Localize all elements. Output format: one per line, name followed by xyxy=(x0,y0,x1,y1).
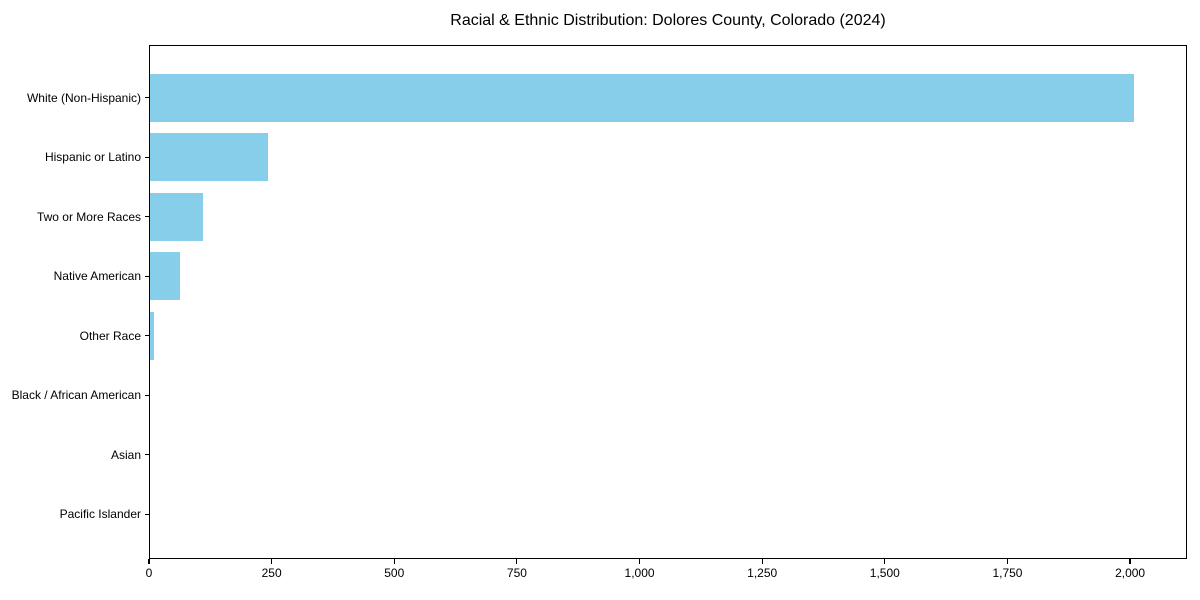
x-tick xyxy=(393,559,395,564)
y-axis-label: Pacific Islander xyxy=(59,507,141,522)
x-tick xyxy=(761,559,763,564)
x-tick-label: 1,250 xyxy=(747,566,778,580)
y-tick xyxy=(144,394,149,396)
bar xyxy=(150,73,1135,122)
bar xyxy=(150,133,268,182)
y-axis-label: White (Non-Hispanic) xyxy=(26,90,141,105)
x-tick-label: 1,000 xyxy=(624,566,655,580)
x-tick-label: 2,000 xyxy=(1115,566,1146,580)
x-tick-label: 1,500 xyxy=(869,566,900,580)
bar xyxy=(150,192,203,241)
y-tick xyxy=(144,216,149,218)
y-axis-label: Two or More Races xyxy=(36,209,141,224)
y-tick xyxy=(144,513,149,515)
y-tick xyxy=(144,156,149,158)
y-axis-label: Black / African American xyxy=(11,388,141,403)
y-tick xyxy=(144,335,149,337)
x-tick xyxy=(271,559,273,564)
x-tick-label: 250 xyxy=(261,566,282,580)
x-tick-label: 0 xyxy=(145,566,153,580)
x-tick xyxy=(1006,559,1009,564)
x-tick xyxy=(638,559,641,564)
y-tick xyxy=(144,454,149,456)
x-tick xyxy=(1129,559,1131,564)
bar xyxy=(150,311,155,360)
x-tick xyxy=(516,559,518,564)
y-axis-label: Hispanic or Latino xyxy=(44,150,141,165)
x-tick xyxy=(148,559,150,564)
x-tick-label: 500 xyxy=(384,566,405,580)
x-tick xyxy=(884,559,886,564)
bar xyxy=(150,252,180,301)
y-tick xyxy=(144,97,149,99)
y-axis-label: Native American xyxy=(53,269,141,284)
chart-title: Racial & Ethnic Distribution: Dolores Co… xyxy=(450,12,886,29)
y-tick xyxy=(144,275,149,277)
x-tick-label: 750 xyxy=(506,566,527,580)
x-tick-label: 1,750 xyxy=(992,566,1023,580)
plot-area xyxy=(149,45,1187,559)
y-axis-label: Other Race xyxy=(79,328,141,343)
y-axis-label: Asian xyxy=(110,447,141,462)
